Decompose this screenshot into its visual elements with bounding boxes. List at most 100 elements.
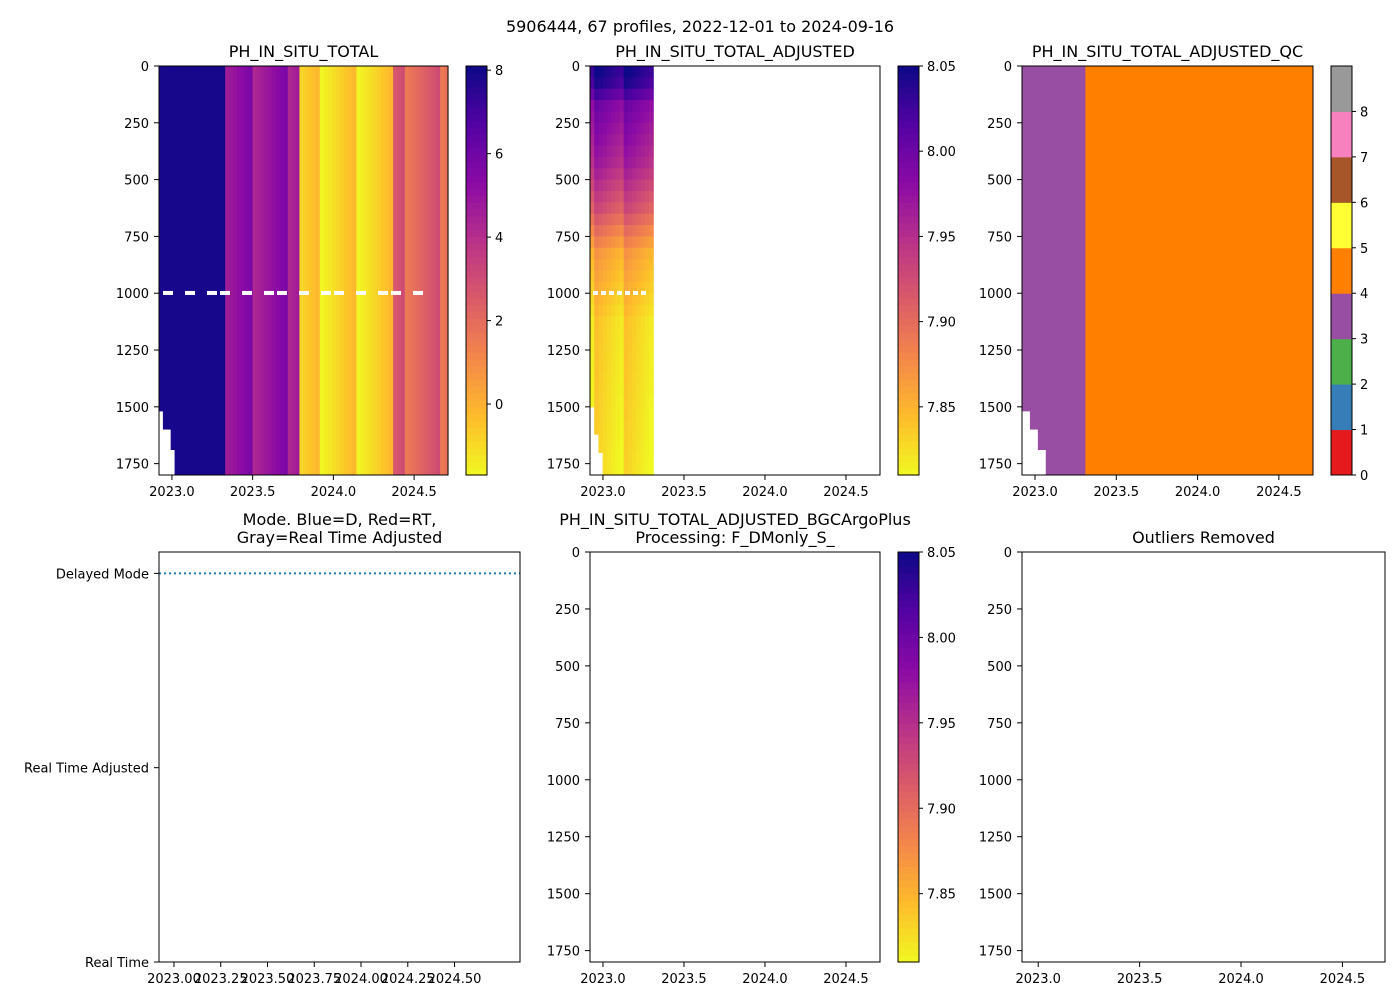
heatmap-cell [632,236,637,249]
heatmap-cell [598,145,604,158]
heatmap-cell [606,372,612,385]
x-tick-label: 2023.0 [580,972,626,987]
y-tick-label: 500 [987,174,1012,189]
heatmap-cell [627,202,633,215]
heatmap-cell [590,372,595,385]
colorbar-gradient-step [898,134,919,142]
colorbar-tick-label: 7.90 [927,802,956,817]
heatmap-cell [615,100,621,113]
heatmap-column [404,66,410,475]
heatmap-cell [636,304,642,317]
heatmap-cell [606,315,612,328]
colorbar-tick-label: 7.95 [927,230,956,245]
heatmap-cell [648,270,654,283]
heatmap-column [368,66,374,475]
heatmap-cell [602,111,608,124]
heatmap-cell [602,281,608,294]
x-tick-label: 2024.00 [334,972,388,987]
heatmap-cell [611,247,616,260]
colorbar: 0 1 2 3 4 5 6 7 8 [1330,65,1368,484]
heatmap-cell [594,372,600,385]
colorbar-gradient-step [898,681,919,690]
heatmap-cell [648,350,654,362]
colorbar-gradient-step [466,297,487,306]
colorbar-gradient-step [898,393,919,401]
colorbar-gradient-step [466,277,487,285]
heatmap-cell [598,429,604,442]
colorbar-gradient-step [466,161,487,169]
colorbar-gradient-step [466,406,487,415]
heatmap-cell [606,145,612,158]
colorbar-gradient-step [898,386,919,394]
heatmap-cell [636,259,642,272]
y-tick-label: 1250 [979,831,1012,846]
heatmap-cell [594,259,600,272]
heatmap-cell [619,384,625,397]
heatmap-cell [611,156,616,169]
heatmap-cell [640,338,646,351]
y-tick-label: 250 [987,117,1012,132]
panel-title: Outliers Removed [1132,528,1275,547]
heatmap-cell [619,293,625,306]
heatmap-cell [602,77,608,90]
heatmap-cell [594,66,600,78]
heatmap-column [186,66,191,475]
data-gap [601,290,606,295]
heatmap-cell [615,327,621,340]
colorbar-tick-label: 7.85 [927,401,956,416]
heatmap-cell [606,168,612,181]
heatmap-column [170,66,176,451]
colorbar-gradient-step [898,290,919,299]
heatmap-cell [602,315,608,328]
colorbar-swatch [1331,429,1352,476]
colorbar-tick-label: 8.05 [927,546,956,561]
heatmap-cell [648,134,654,147]
colorbar-gradient-step [898,447,919,456]
heatmap-cell [648,293,654,306]
heatmap-cell [594,429,600,435]
heatmap-cell [615,179,621,192]
colorbar-gradient-step [898,250,919,258]
heatmap-cell [644,452,650,465]
heatmap-cell [606,338,612,351]
heatmap-cell [627,213,633,226]
heatmap-cell [640,202,646,215]
heatmap-cell [627,259,633,272]
heatmap-cell [602,100,608,113]
heatmap-cell [619,213,625,226]
heatmap-cell [640,259,646,272]
heatmap-cell [606,429,612,442]
colorbar-gradient-step [898,552,919,560]
heatmap-cell [594,247,600,260]
x-tick-label: 2024.0 [311,485,357,500]
colorbar-gradient-step [898,154,919,163]
x-tick-label: 2024.5 [1256,485,1302,500]
y-tick-label: 250 [555,117,580,132]
heatmap-cell [648,179,654,192]
heatmap-cell [623,327,629,340]
colorbar-gradient-step [898,66,919,74]
colorbar-tick-label: 8.05 [927,60,956,75]
heatmap-cell [623,395,629,408]
heatmap-cell [615,395,621,408]
x-tick-label: 2024.50 [428,972,482,987]
heatmap-cell [648,304,654,317]
heatmap-cell [602,361,608,374]
heatmap-column [340,66,345,475]
heatmap-cell [602,247,608,260]
heatmap-cell [648,66,654,78]
heatmap-cell [594,350,600,362]
heatmap-cell [644,77,650,90]
data-gap [242,290,252,295]
heatmap-cell [615,77,621,90]
heatmap-cell [615,122,621,135]
y-tick-label: 1750 [547,458,580,473]
heatmap-cell [632,350,637,362]
colorbar-gradient-step [898,661,919,669]
heatmap-cell [640,236,646,249]
heatmap-cell [615,463,621,476]
heatmap-column [233,66,238,475]
heatmap-cell [644,293,650,306]
heatmap-cell [644,179,650,192]
heatmap-cell [644,315,650,328]
